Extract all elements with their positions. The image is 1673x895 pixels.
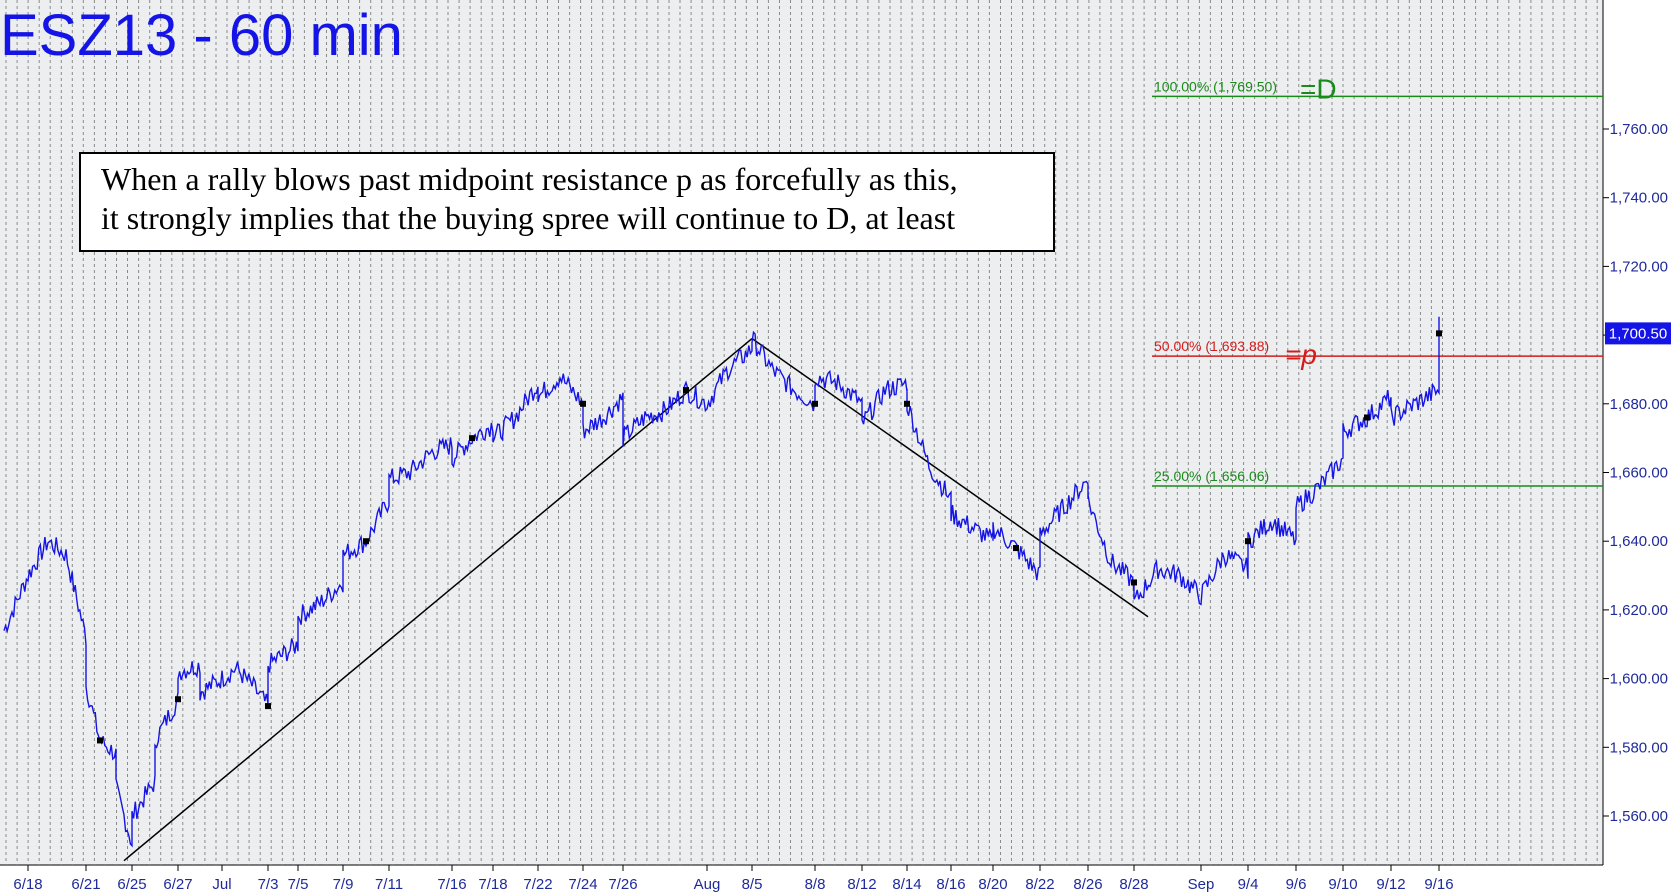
x-tick-label: 7/18 [478,876,507,893]
y-tick-label: 1,720.00 [1610,258,1668,275]
x-tick-label: 8/14 [892,876,921,893]
x-tick-labels: 6/18 6/21 6/25 6/27 Jul 7/3 7/5 7/9 7/11 7/16 7/18… [13,865,1454,893]
session-marker [1013,545,1019,552]
x-tick-label: Jul [212,876,231,893]
session-marker [469,435,475,442]
session-marker [580,400,586,407]
x-tick-label: 7/11 [375,876,403,893]
session-marker [812,400,818,407]
x-tick-label: 6/21 [71,876,100,893]
x-tick-label: 7/16 [437,876,466,893]
y-tick-label: 1,580.00 [1610,739,1668,756]
x-tick-label: 6/18 [13,876,42,893]
session-marker [265,703,271,710]
y-tick-label: 1,620.00 [1610,602,1668,619]
x-tick-label: 8/5 [742,876,763,893]
fib-marker: =p [1285,339,1317,370]
x-tick-label: 7/22 [523,876,552,893]
x-tick-label: 9/12 [1376,876,1405,893]
fib-levels: 100.00% (1,769.50) =D 50.00% (1,693.88) =p 2… [1152,73,1603,487]
x-tick-label: 8/12 [847,876,876,893]
y-tick-label: 1,640.00 [1610,533,1668,550]
chart-title: ESZ13 - 60 min [0,3,403,68]
x-tick-label: 8/22 [1025,876,1054,893]
x-tick-label: 6/27 [163,876,192,893]
annotation-line-2: it strongly implies that the buying spre… [101,200,955,236]
x-tick-label: 7/9 [333,876,354,893]
session-marker [683,387,689,394]
annotation-box: When a rally blows past midpoint resista… [79,152,1055,252]
fib-label: 50.00% (1,693.88) [1154,338,1269,354]
x-tick-label: 9/6 [1286,876,1307,893]
x-tick-label: 8/20 [978,876,1007,893]
x-tick-label: 8/8 [805,876,826,893]
y-tick-label: 1,760.00 [1610,121,1668,138]
y-axis-panel [1603,0,1673,895]
session-marker [1245,538,1251,545]
x-tick-label: 8/16 [936,876,965,893]
x-tick-label: 9/4 [1238,876,1259,893]
y-tick-label: 1,680.00 [1610,396,1668,413]
y-tick-label: 1,740.00 [1610,190,1668,207]
fib-label: 100.00% (1,769.50) [1154,78,1277,94]
session-marker [1131,579,1137,586]
trendline [123,337,753,862]
x-tick-label: Aug [694,876,721,893]
fib-marker: =D [1300,73,1337,104]
x-tick-label: 9/10 [1328,876,1357,893]
x-tick-label: 8/28 [1119,876,1148,893]
y-tick-label: 1,560.00 [1610,808,1668,825]
session-marker [904,400,910,407]
x-tick-label: 6/25 [117,876,146,893]
x-tick-label: 7/26 [608,876,637,893]
session-marker [363,538,369,545]
x-tick-label: 7/5 [288,876,309,893]
x-tick-label: 9/16 [1424,876,1453,893]
fib-label: 25.00% (1,656.06) [1154,468,1269,484]
annotation-line-1: When a rally blows past midpoint resista… [101,161,958,197]
y-tick-label: 1,600.00 [1610,671,1668,688]
y-tick-label: 1,660.00 [1610,465,1668,482]
session-marker [175,696,181,703]
price-line [3,316,1442,848]
x-tick-label: 8/26 [1073,876,1102,893]
session-marker [1364,414,1370,421]
price-series [3,316,1442,848]
session-marker [97,737,103,744]
x-tick-label: 7/3 [258,876,279,893]
last-price-badge: 1,700.50 [1605,322,1671,345]
session-marker [1436,330,1442,337]
y-tick-labels: 1,560.00 1,580.00 1,600.00 1,620.00 1,640.00… [1603,121,1668,825]
x-tick-label: 7/24 [568,876,597,893]
gridlines [5,0,1598,865]
x-tick-label: Sep [1188,876,1215,893]
last-price-label: 1,700.50 [1609,325,1667,342]
x-axis-panel [0,865,1603,895]
